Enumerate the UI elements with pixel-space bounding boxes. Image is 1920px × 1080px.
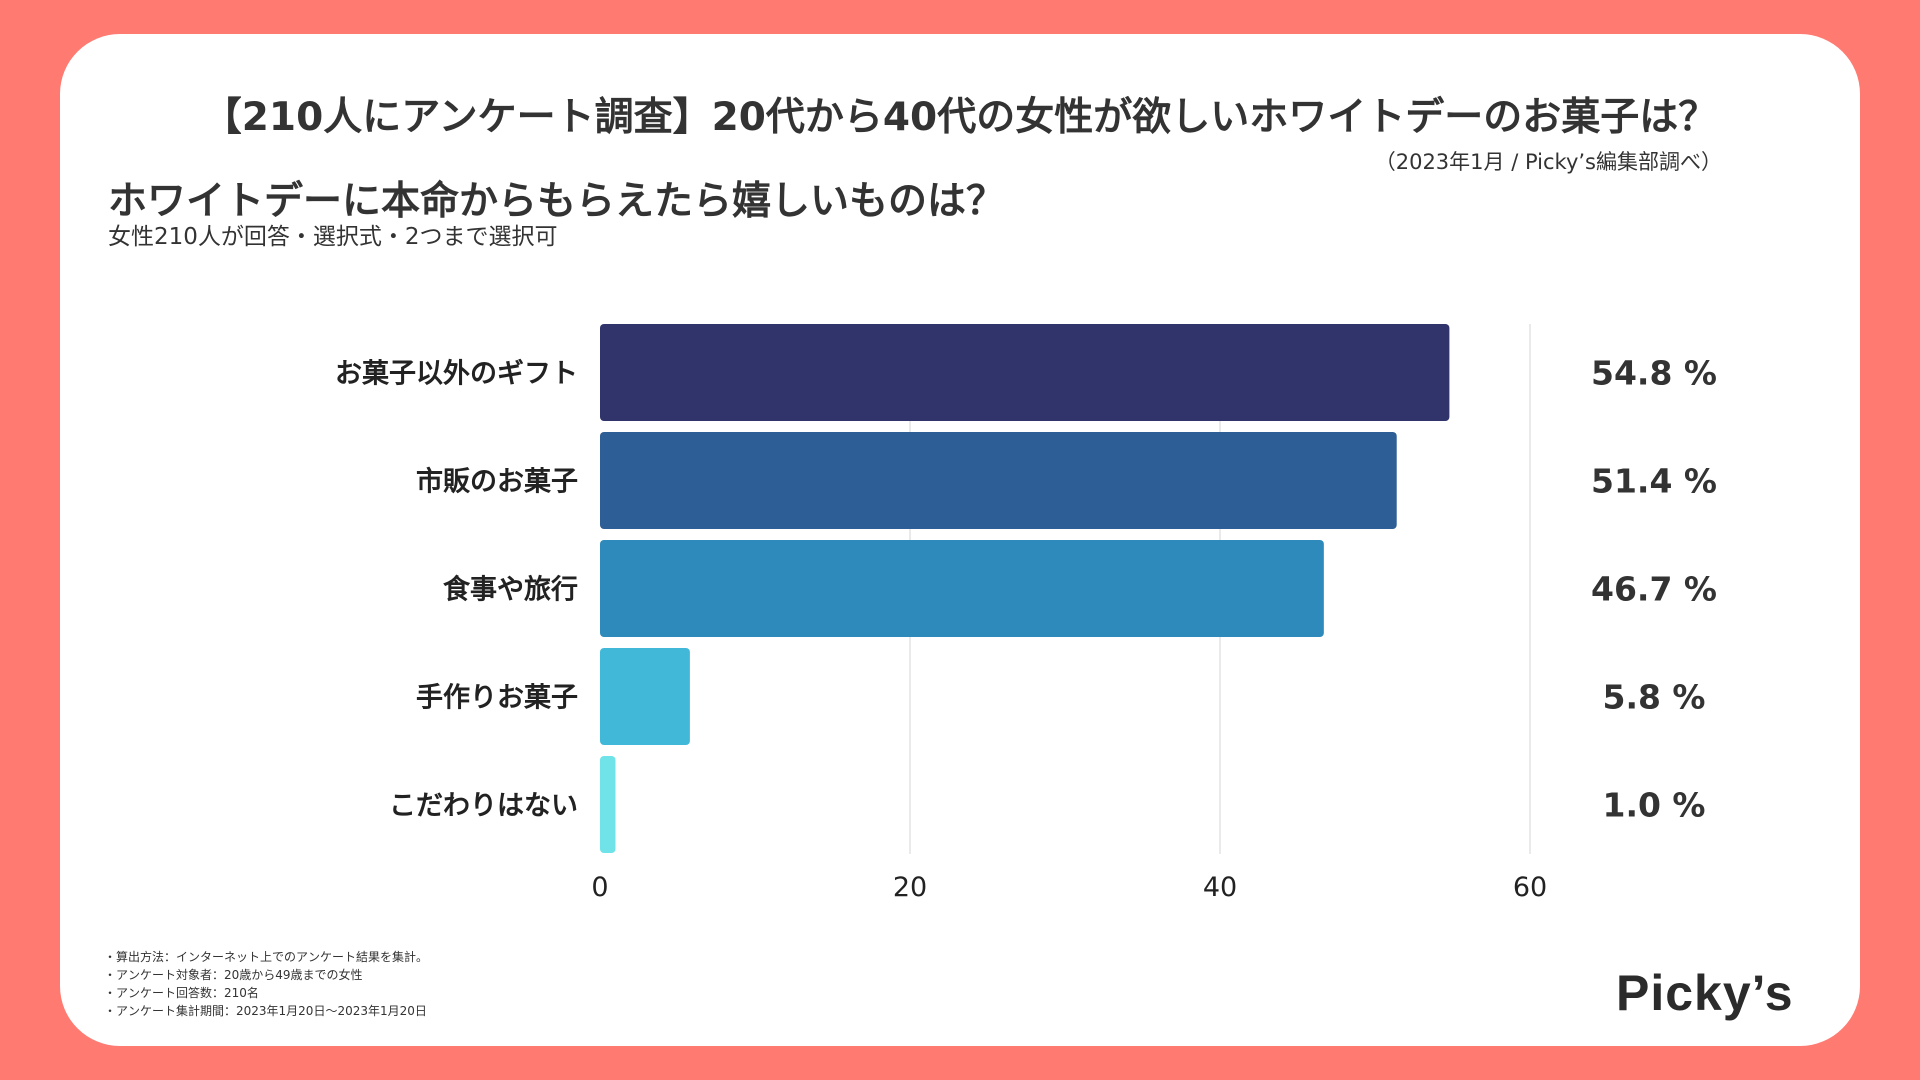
survey-notes: ・算出方法：インターネット上でのアンケート結果を集計。 ・アンケート対象者：20… [104,948,428,1020]
source-note: （2023年1月 / Picky’s編集部調べ） [1374,150,1722,174]
category-label: 食事や旅行 [443,574,578,606]
value-label: 51.4 % [1591,462,1717,501]
value-label: 1.0 % [1602,786,1705,825]
note-line: ・アンケート集計期間：2023年1月20日〜2023年1月20日 [104,1004,427,1018]
chart-title: ホワイトデーに本命からもらえたら嬉しいものは？ [108,179,1006,224]
note-line: ・アンケート対象者：20歳から49歳までの女性 [104,968,363,982]
bar [600,540,1324,637]
category-label: お菓子以外のギフト [335,359,578,390]
category-label: 市販のお菓子 [416,466,578,498]
bar [600,756,616,853]
value-label: 46.7 % [1591,570,1717,609]
x-tick-label: 60 [1513,872,1547,903]
chart-subtitle: 女性210人が回答・選択式・2つまで選択可 [108,224,558,250]
value-label: 54.8 % [1591,354,1717,393]
note-line: ・算出方法：インターネット上でのアンケート結果を集計。 [104,950,429,964]
x-tick-label: 20 [893,872,927,903]
x-tick-label: 0 [591,872,608,903]
x-tick-label: 40 [1203,872,1237,903]
note-line: ・アンケート回答数：210名 [104,986,259,1000]
bar [600,432,1397,529]
main-title: 【210人にアンケート調査】20代から40代の女性が欲しいホワイトデーのお菓子は… [202,95,1718,140]
value-label: 5.8 % [1602,678,1705,717]
category-label: 手作りお菓子 [416,683,578,714]
bar [600,648,690,745]
category-label: こだわりはない [389,791,578,822]
brand-logo: Picky’s [1616,965,1794,1021]
bar [600,324,1450,421]
content-card: 【210人にアンケート調査】20代から40代の女性が欲しいホワイトデーのお菓子は… [60,34,1860,1046]
bar-chart: 0 20 40 60 お菓子以外のギフト 54.8 % 市販のお菓子 51.4 % 食事や旅行 4… [335,324,1717,903]
